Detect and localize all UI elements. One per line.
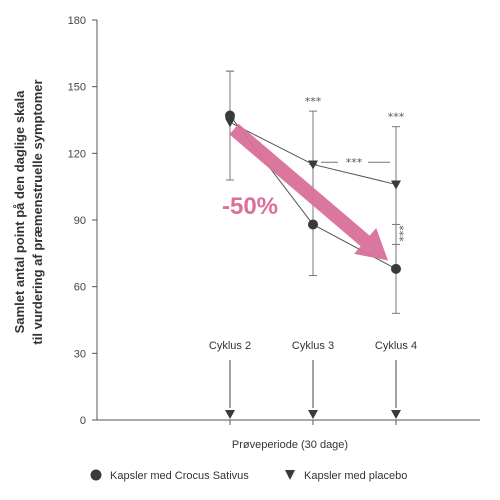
- highlight-label: -50%: [222, 193, 278, 220]
- y-axis-label-line-2: til vurdering af præmenstruelle symptome…: [30, 79, 45, 344]
- legend-label-placebo: Kapsler med placebo: [304, 470, 407, 482]
- significance-marker: ***: [388, 111, 405, 124]
- legend: Kapsler med Crocus Sativus Kapsler med p…: [90, 469, 407, 482]
- y-tick-label: 120: [68, 148, 86, 160]
- category-triangle-marker: [225, 410, 235, 419]
- y-tick-label: 90: [74, 215, 86, 227]
- y-tick-label: 0: [80, 415, 86, 427]
- category-triangle-marker: [308, 410, 318, 419]
- data-point-crocus: [308, 219, 318, 230]
- data-point-placebo: [308, 160, 318, 170]
- data-point-placebo: [225, 118, 235, 128]
- category-triangle-marker: [391, 410, 401, 419]
- data-point-crocus: [391, 263, 401, 274]
- highlight-arrow: [229, 123, 388, 261]
- significance-marker: ***: [346, 156, 363, 169]
- y-tick-label: 60: [74, 282, 86, 294]
- chart-marks: Cyklus 2 Cyklus 3 Cyklus 4 -50% *** *** *** ***: [209, 70, 417, 419]
- y-tick-label: 150: [68, 82, 86, 94]
- category-label: Cyklus 2: [209, 340, 251, 352]
- category-label: Cyklus 4: [375, 340, 417, 352]
- data-point-crocus: [225, 110, 235, 121]
- category-label: Cyklus 3: [292, 340, 334, 352]
- y-tick-label: 180: [68, 15, 86, 27]
- x-axis-label: Prøveperiode (30 dage): [232, 439, 348, 451]
- y-tick-label: 30: [74, 348, 86, 360]
- legend-marker-crocus: [90, 469, 102, 481]
- data-point-placebo: [391, 180, 401, 190]
- legend-label-crocus: Kapsler med Crocus Sativus: [110, 470, 249, 482]
- significance-marker-vertical: ***: [397, 225, 410, 242]
- significance-marker: ***: [305, 95, 322, 108]
- legend-marker-placebo: [285, 470, 295, 480]
- axes: 0 30 60 90 120 150 180: [68, 15, 480, 427]
- y-axis-label-line-1: Samlet antal point på den daglige skala: [12, 90, 27, 333]
